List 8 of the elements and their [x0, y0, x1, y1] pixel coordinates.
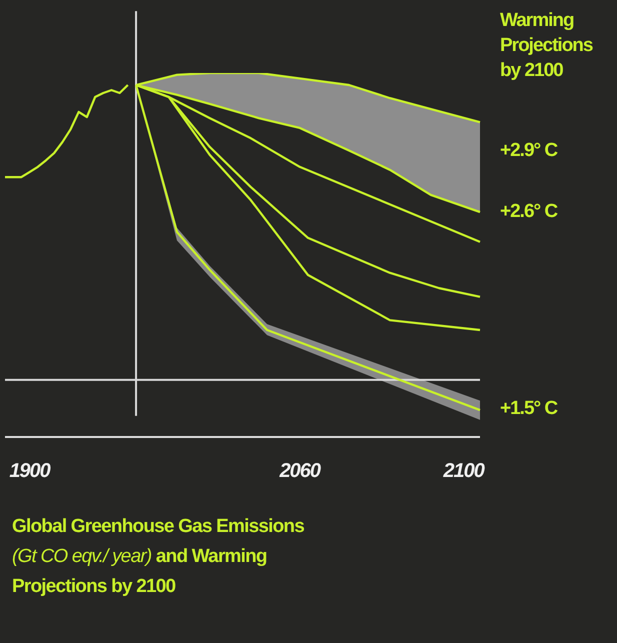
text: Warming Projections by 2100 — [500, 9, 594, 83]
x-tick-label: 2100 — [442, 460, 485, 482]
x-tick-label: 2060 — [278, 460, 321, 482]
text: +1.5° C — [500, 397, 558, 421]
text: Global Greenhouse Gas Emissions (Gt CO eqv./ year) and Warming Projections by 2100 — [12, 516, 304, 597]
text: +2.9° C — [500, 139, 558, 163]
x-tick-label: 1900 — [9, 460, 51, 482]
text: +2.6° C — [500, 200, 558, 224]
